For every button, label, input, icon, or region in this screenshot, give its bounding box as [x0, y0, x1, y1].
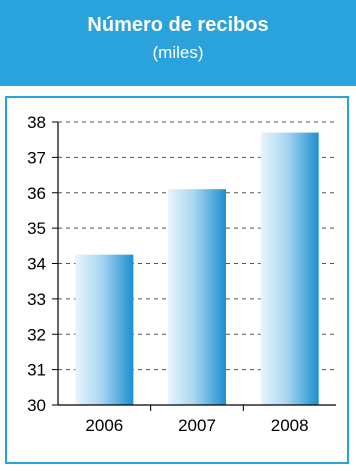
bar-2006 [75, 254, 134, 405]
y-tick-label: 30 [27, 396, 46, 415]
chart-header: Número de recibos (miles) [0, 0, 356, 86]
x-tick-label: 2006 [85, 416, 123, 435]
chart-frame [5, 96, 349, 464]
y-tick-label: 34 [27, 255, 46, 274]
y-tick-label: 36 [27, 184, 46, 203]
y-tick-label: 32 [27, 325, 46, 344]
y-tick-label: 33 [27, 290, 46, 309]
chart-title: Número de recibos [87, 14, 269, 36]
y-tick-label: 38 [27, 113, 46, 132]
y-tick-label: 37 [27, 148, 46, 167]
y-tick-label: 35 [27, 219, 46, 238]
bar-2007 [168, 189, 226, 405]
x-tick-label: 2008 [271, 416, 309, 435]
y-tick-label: 31 [27, 361, 46, 380]
x-tick-label: 2007 [178, 416, 216, 435]
bar-2008 [260, 132, 319, 406]
chart-subtitle: (miles) [152, 43, 204, 62]
